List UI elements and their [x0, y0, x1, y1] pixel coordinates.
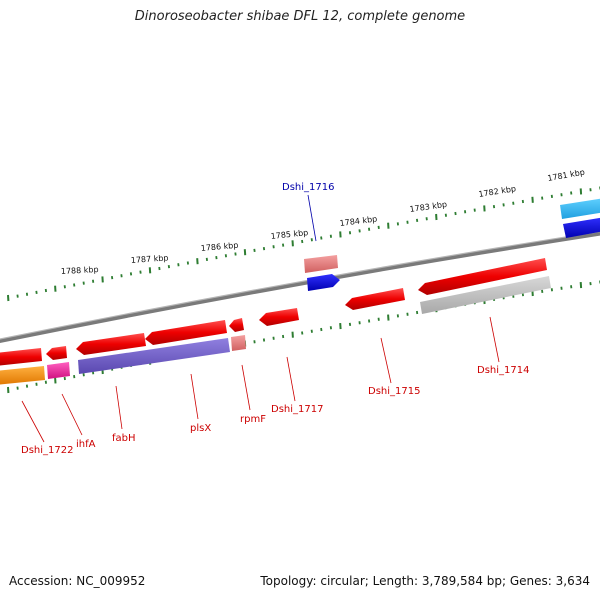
gene-plsx-purple[interactable]: [78, 338, 230, 374]
genome-backbone-highlight: [0, 230, 600, 340]
gene-rpmf-pink[interactable]: [231, 335, 246, 351]
gene-dshi-1714-gray[interactable]: [420, 276, 551, 314]
leader-plsx: [190, 373, 199, 420]
gene-dshi-1714[interactable]: [418, 258, 547, 295]
gene-rpmf[interactable]: [229, 318, 244, 332]
leader-rpmf: [241, 364, 251, 411]
gene-dshi-1722[interactable]: [0, 348, 42, 366]
tick-label-1782: 1782 kbp: [478, 184, 517, 199]
leader-dshi-1717: [286, 356, 296, 402]
gene-label-plsx[interactable]: plsX: [190, 423, 211, 434]
leader-dshi-1716: [307, 194, 317, 242]
gene-dshi-1715[interactable]: [345, 288, 405, 310]
gene-ihfa-magenta[interactable]: [47, 362, 70, 379]
leader-dshi-1715: [380, 337, 392, 384]
tick-label-1788: 1788 kbp: [61, 265, 99, 276]
leader-fabh: [115, 385, 123, 430]
gene-label-dshi-1714[interactable]: Dshi_1714: [477, 365, 529, 376]
tick-label-1785: 1785 kbp: [270, 228, 308, 241]
gene-label-dshi-1716[interactable]: Dshi_1716: [282, 182, 334, 193]
gene-dshi-1716[interactable]: [304, 255, 338, 273]
tick-label-1787: 1787 kbp: [131, 253, 169, 265]
map-title: Dinoroseobacter shibae DFL 12, complete …: [134, 9, 466, 24]
outer-scale-dots: [7, 186, 600, 302]
gene-label-fabh[interactable]: fabH: [112, 433, 136, 444]
inner-scale-dots: [7, 280, 600, 394]
tick-label-1784: 1784 kbp: [339, 214, 378, 228]
genome-backbone: [0, 231, 600, 344]
genome-summary-text: Topology: circular; Length: 3,789,584 bp…: [260, 574, 590, 588]
accession-text: Accession: NC_009952: [9, 574, 146, 588]
gene-label-dshi-1715[interactable]: Dshi_1715: [368, 386, 420, 397]
gene-fabh[interactable]: [76, 333, 146, 355]
gene-label-rpmf[interactable]: rpmF: [240, 414, 266, 425]
leader-dshi-1714: [489, 316, 500, 363]
leader-dshi-1722: [21, 400, 45, 443]
gene-plsx[interactable]: [145, 320, 227, 345]
gene-dshi-1716-product[interactable]: [307, 274, 340, 291]
gene-blue-right[interactable]: [563, 217, 600, 238]
gene-cyan-right[interactable]: [560, 198, 600, 219]
gene-label-dshi-1717[interactable]: Dshi_1717: [271, 404, 323, 415]
tick-label-1786: 1786 kbp: [200, 241, 238, 253]
tick-label-1783: 1783 kbp: [409, 200, 448, 214]
gene-label-ihfa[interactable]: ihfA: [76, 439, 96, 450]
tick-label-1781: 1781 kbp: [547, 168, 586, 183]
gene-dshi-1717[interactable]: [259, 308, 299, 326]
leader-ihfa: [61, 393, 83, 436]
gene-label-dshi-1722[interactable]: Dshi_1722: [21, 445, 73, 456]
gene-dshi-1722-orange[interactable]: [0, 366, 45, 385]
gene-ihfa[interactable]: [46, 346, 67, 360]
